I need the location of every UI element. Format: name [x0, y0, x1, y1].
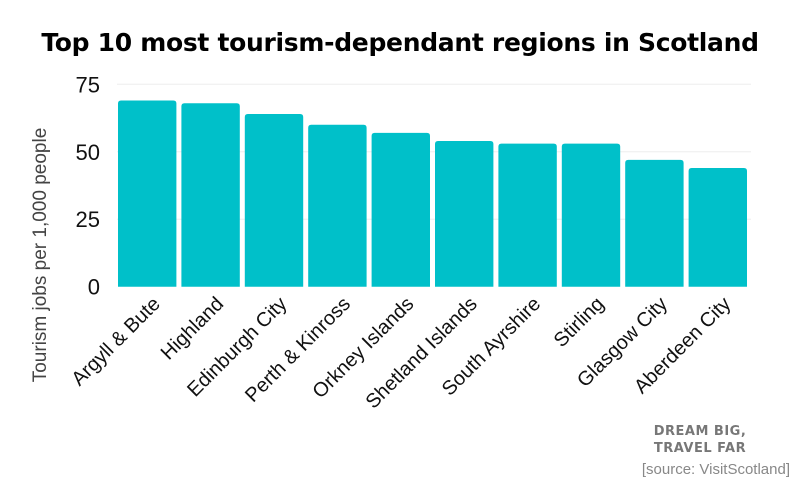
bar: [435, 140, 494, 287]
brand-line-2: TRAVEL FAR: [653, 441, 747, 456]
source-note: [source: VisitScotland]: [641, 461, 790, 478]
y-axis-label: Tourism jobs per 1,000 people: [30, 128, 51, 383]
bar: [498, 143, 557, 287]
bar: [371, 132, 430, 287]
bar: [118, 100, 177, 287]
y-tick-label: 0: [88, 275, 100, 300]
bar: [561, 143, 621, 287]
x-tick-label: Argyll & Bute: [67, 293, 164, 390]
y-tick-label: 25: [76, 207, 100, 232]
y-tick-label: 75: [76, 72, 100, 97]
x-tick-label: Stirling: [550, 293, 609, 352]
brand-logo: DREAM BIG, TRAVEL FAR: [600, 423, 800, 457]
bar: [308, 124, 367, 287]
bar: [181, 103, 240, 287]
y-tick-label: 50: [76, 140, 100, 165]
bar: [688, 167, 747, 287]
brand-line-1: DREAM BIG,: [653, 424, 747, 439]
bar: [625, 159, 684, 287]
chart-title: Top 10 most tourism-dependant regions in…: [41, 28, 759, 57]
x-tick-label: Shetland Islands: [362, 293, 482, 413]
bar: [244, 113, 304, 287]
